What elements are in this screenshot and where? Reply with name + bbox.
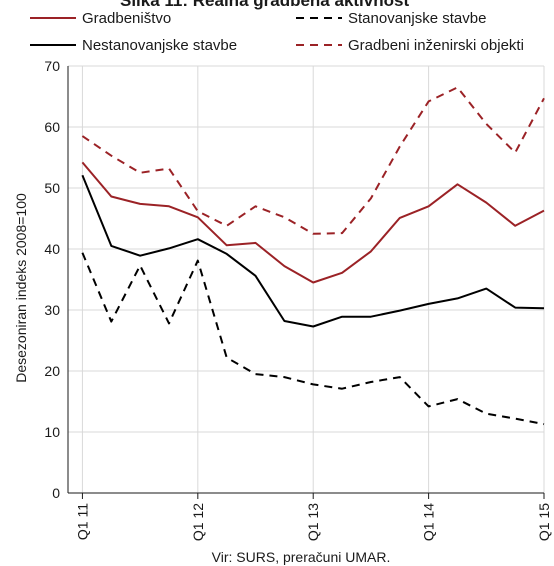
x-tick-label: Q1 15 [536, 503, 552, 541]
y-tick-label: 30 [44, 302, 60, 318]
gridlines [68, 65, 545, 493]
series-layer [81, 86, 545, 426]
series-line-3 [81, 86, 545, 235]
legend-label: Gradbeništvo [82, 10, 171, 27]
y-tick-label: 20 [44, 363, 60, 379]
legend: Gradbeništvo Stanovanjske stavbe Nestanova… [30, 10, 524, 54]
x-tick-label: Q1 13 [305, 503, 321, 541]
y-tick-label: 0 [52, 485, 60, 501]
x-tick-label: Q1 14 [421, 503, 437, 541]
source-note: Vir: SURS, preračuni UMAR. [212, 549, 391, 565]
axes: 0 10 20 30 40 50 60 70 Q1 11 Q1 12 Q1 13 Q1 14 Q1 15 [44, 58, 552, 541]
x-tick-label: Q1 11 [74, 503, 90, 540]
series-line-0 [81, 161, 545, 284]
x-tick-label: Q1 12 [190, 503, 206, 541]
y-tick-label: 10 [44, 424, 60, 440]
y-tick-label: 50 [44, 180, 60, 196]
legend-label: Stanovanjske stavbe [348, 10, 486, 27]
series-line-1 [81, 252, 545, 426]
y-tick-label: 40 [44, 241, 60, 257]
y-tick-label: 60 [44, 119, 60, 135]
legend-label: Gradbeni inženirski objekti [348, 37, 524, 54]
chart-title: Slika 11: Realna gradbena aktivnost [120, 0, 409, 10]
y-tick-label: 70 [44, 58, 60, 74]
legend-label: Nestanovanjske stavbe [82, 37, 237, 54]
y-axis-title: Desezoniran indeks 2008=100 [13, 193, 29, 383]
series-line-2 [81, 174, 545, 328]
